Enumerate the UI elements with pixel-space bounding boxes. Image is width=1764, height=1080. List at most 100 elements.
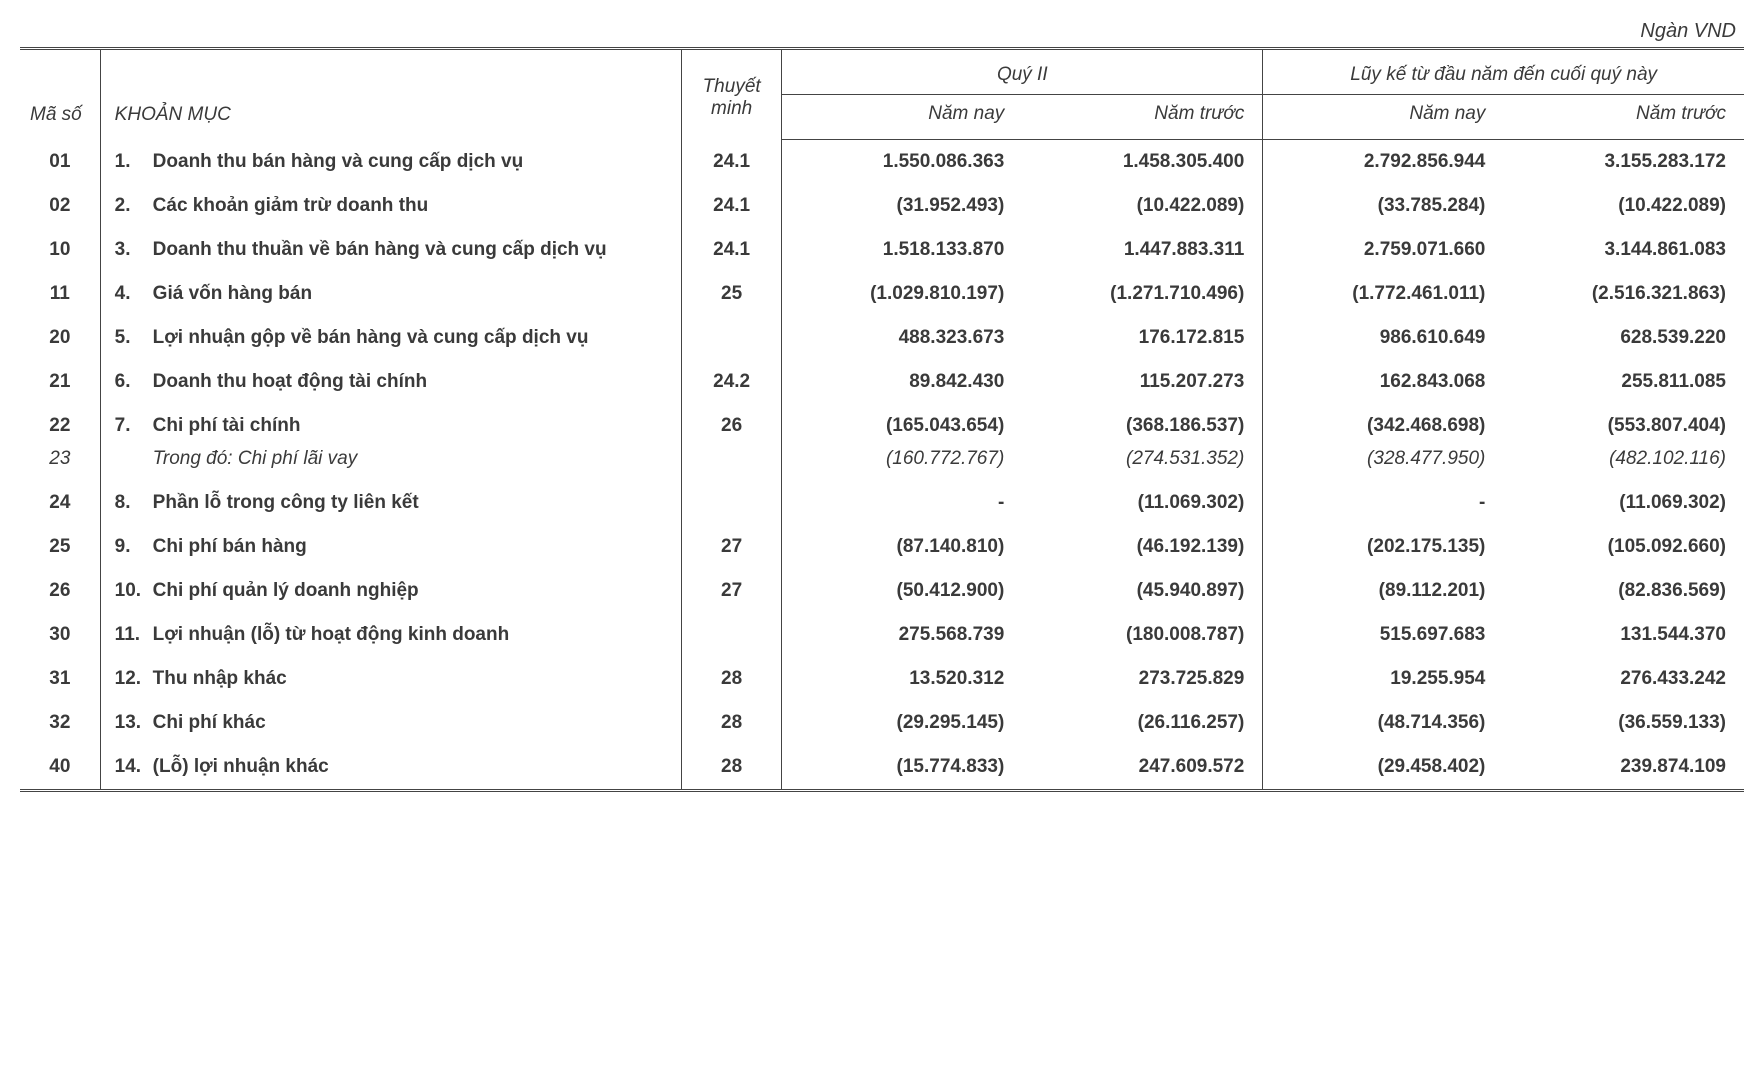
row-value-q_prev: (45.940.897) — [1022, 569, 1263, 613]
row-item-text: Trong đó: Chi phí lãi vay — [153, 448, 358, 470]
row-code: 31 — [20, 657, 100, 701]
row-value-q_prev: (1.271.710.496) — [1022, 272, 1263, 316]
table-row: 114.Giá vốn hàng bán25(1.029.810.197)(1.… — [20, 272, 1744, 316]
row-item: 3. Doanh thu thuần về bán hàng và cung cấ… — [100, 228, 681, 272]
row-value-q_prev: (11.069.302) — [1022, 481, 1263, 525]
row-value-q_prev: 247.609.572 — [1022, 745, 1263, 791]
row-item: 12.Thu nhập khác — [100, 657, 681, 701]
row-note: 28 — [682, 657, 782, 701]
row-value-y_now: (1.772.461.011) — [1263, 272, 1504, 316]
row-item-text: Thu nhập khác — [153, 668, 287, 690]
row-value-q_now: (160.772.767) — [782, 448, 1023, 481]
row-code: 11 — [20, 272, 100, 316]
row-value-q_prev: 1.458.305.400 — [1022, 140, 1263, 185]
table-head: Mã số KHOẢN MỤC Thuyết minh Quý II Lũy k… — [20, 49, 1744, 140]
row-item: 14. (Lỗ) lợi nhuận khác — [100, 745, 681, 791]
row-value-y_prev: 3.155.283.172 — [1503, 140, 1744, 185]
table-row: 2610.Chi phí quản lý doanh nghiệp27(50.4… — [20, 569, 1744, 613]
header-group-q2: Quý II — [782, 49, 1263, 95]
row-code: 30 — [20, 613, 100, 657]
row-item-number: 1. — [115, 151, 143, 173]
row-value-q_prev: 273.725.829 — [1022, 657, 1263, 701]
row-item: 2. Các khoản giảm trừ doanh thu — [100, 184, 681, 228]
row-item-text: Doanh thu hoạt động tài chính — [153, 371, 427, 393]
row-code: 26 — [20, 569, 100, 613]
row-value-q_now: (87.140.810) — [782, 525, 1023, 569]
row-value-q_now: (15.774.833) — [782, 745, 1023, 791]
row-value-q_prev: (180.008.787) — [1022, 613, 1263, 657]
row-note — [682, 448, 782, 481]
row-value-q_now: (165.043.654) — [782, 404, 1023, 448]
row-item: 4.Giá vốn hàng bán — [100, 272, 681, 316]
table-row: 30 11. Lợi nhuận (lỗ) từ hoạt động kinh do… — [20, 613, 1744, 657]
row-item-number: 4. — [115, 283, 143, 305]
row-item-number: 6. — [115, 371, 143, 393]
row-note — [682, 481, 782, 525]
header-q2-this-year: Năm nay — [782, 95, 1023, 140]
unit-label: Ngàn VND — [20, 20, 1744, 43]
row-value-q_now: 13.520.312 — [782, 657, 1023, 701]
row-item-text: Phần lỗ trong công ty liên kết — [153, 492, 419, 514]
row-note: 24.1 — [682, 140, 782, 185]
financial-table-container: Ngàn VND Mã số KHOẢN MỤC Thuyết minh Quý… — [20, 20, 1744, 792]
header-note: Thuyết minh — [682, 49, 782, 140]
row-value-y_prev: (105.092.660) — [1503, 525, 1744, 569]
row-code: 40 — [20, 745, 100, 791]
row-value-q_prev: 1.447.883.311 — [1022, 228, 1263, 272]
row-code: 21 — [20, 360, 100, 404]
row-item-number: 3. — [115, 239, 143, 261]
row-code: 01 — [20, 140, 100, 185]
row-item-text: Chi phí khác — [153, 712, 266, 734]
row-note — [682, 316, 782, 360]
row-item-number: 14. — [115, 756, 143, 778]
row-note — [682, 613, 782, 657]
row-note: 26 — [682, 404, 782, 448]
row-value-y_prev: 628.539.220 — [1503, 316, 1744, 360]
row-item: Trong đó: Chi phí lãi vay — [100, 448, 681, 481]
row-note: 28 — [682, 701, 782, 745]
row-value-q_now: (50.412.900) — [782, 569, 1023, 613]
header-q2-last-year: Năm trước — [1022, 95, 1263, 140]
row-item-text: Doanh thu bán hàng và cung cấp dịch vụ — [153, 151, 524, 173]
row-code: 02 — [20, 184, 100, 228]
row-value-y_now: (48.714.356) — [1263, 701, 1504, 745]
row-item-text: Chi phí bán hàng — [153, 536, 307, 558]
row-value-y_prev: (11.069.302) — [1503, 481, 1744, 525]
table-row: 103.Doanh thu thuần về bán hàng và cung … — [20, 228, 1744, 272]
row-value-q_prev: (368.186.537) — [1022, 404, 1263, 448]
row-note: 28 — [682, 745, 782, 791]
row-value-q_now: (31.952.493) — [782, 184, 1023, 228]
row-value-q_now: 1.518.133.870 — [782, 228, 1023, 272]
table-row: 205.Lợi nhuận gộp về bán hàng và cung cấ… — [20, 316, 1744, 360]
row-note: 24.2 — [682, 360, 782, 404]
row-item-text: Lợi nhuận (lỗ) từ hoạt động kinh doanh — [153, 624, 510, 646]
row-item-number: 11. — [115, 624, 143, 646]
row-code: 25 — [20, 525, 100, 569]
row-value-y_now: 2.792.856.944 — [1263, 140, 1504, 185]
row-item-text: Doanh thu thuần về bán hàng và cung cấp … — [153, 239, 607, 261]
row-item-text: (Lỗ) lợi nhuận khác — [153, 756, 329, 778]
row-item: 6. Doanh thu hoạt động tài chính — [100, 360, 681, 404]
row-value-y_now: 2.759.071.660 — [1263, 228, 1504, 272]
row-value-q_prev: (274.531.352) — [1022, 448, 1263, 481]
row-item: 8.Phần lỗ trong công ty liên kết — [100, 481, 681, 525]
row-value-y_now: 515.697.683 — [1263, 613, 1504, 657]
row-item: 11. Lợi nhuận (lỗ) từ hoạt động kinh doan… — [100, 613, 681, 657]
row-item-text: Lợi nhuận gộp về bán hàng và cung cấp dị… — [153, 327, 589, 349]
table-row: 3112.Thu nhập khác2813.520.312273.725.82… — [20, 657, 1744, 701]
row-item-number: 7. — [115, 415, 143, 437]
row-value-y_prev: 239.874.109 — [1503, 745, 1744, 791]
row-item-number: 9. — [115, 536, 143, 558]
table-row: 3213.Chi phí khác28(29.295.145)(26.116.2… — [20, 701, 1744, 745]
row-value-q_now: 1.550.086.363 — [782, 140, 1023, 185]
row-value-q_now: (29.295.145) — [782, 701, 1023, 745]
row-value-q_prev: (26.116.257) — [1022, 701, 1263, 745]
table-row: 23Trong đó: Chi phí lãi vay(160.772.767)… — [20, 448, 1744, 481]
row-value-y_prev: 3.144.861.083 — [1503, 228, 1744, 272]
row-value-q_prev: (10.422.089) — [1022, 184, 1263, 228]
row-item-number: 10. — [115, 580, 143, 602]
header-item: KHOẢN MỤC — [100, 49, 681, 140]
row-item-text: Các khoản giảm trừ doanh thu — [153, 195, 429, 217]
row-item-number: 2. — [115, 195, 143, 217]
row-value-y_now: 162.843.068 — [1263, 360, 1504, 404]
